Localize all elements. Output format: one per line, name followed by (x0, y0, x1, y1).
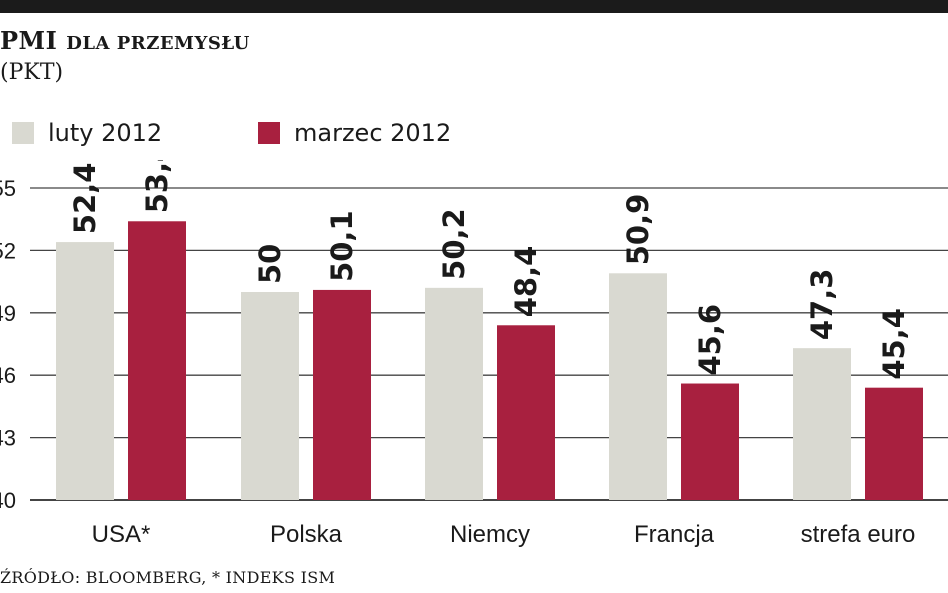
data-label: 53,4 (140, 160, 174, 213)
data-label: 50,1 (325, 210, 359, 282)
x-tick-label: Niemcy (450, 521, 530, 548)
bar (128, 221, 186, 500)
bar (56, 242, 114, 500)
data-label: 50,9 (621, 194, 655, 266)
data-label: 52,4 (68, 163, 102, 235)
title-rest: DLA PRZEMYSŁU (66, 33, 250, 54)
data-label: 48,4 (509, 246, 543, 318)
y-tick-label: 46 (0, 363, 16, 388)
title-main: PMI (0, 26, 58, 55)
x-tick-label: strefa euro (801, 521, 916, 548)
data-label: 45,6 (693, 304, 727, 376)
data-label: 50 (253, 244, 287, 284)
bar (425, 287, 483, 500)
data-label: 50,2 (437, 208, 471, 280)
data-label: 47,3 (805, 269, 839, 341)
bar (313, 289, 371, 500)
bar (609, 273, 667, 500)
bar (793, 348, 851, 500)
bar (865, 387, 923, 500)
bar (497, 325, 555, 500)
source-note: ŹRÓDŁO: BLOOMBERG, * INDEKS ISM (0, 568, 336, 587)
top-bar (0, 0, 948, 13)
bar-chart: 55 52 49 46 43 40 52,4 53,4 USA* 50 50,1 Polska 50,2… (0, 160, 948, 548)
x-tick-label: Francja (634, 521, 715, 548)
x-tick-label: Polska (270, 521, 343, 548)
x-tick-label: USA* (92, 521, 151, 548)
data-label: 45,4 (877, 308, 911, 380)
legend-swatch-luty (12, 122, 34, 144)
chart-title: PMI DLA PRZEMYSŁU (0, 26, 250, 55)
legend-label-marzec: marzec 2012 (294, 119, 452, 147)
y-tick-label: 55 (0, 176, 16, 201)
bar (241, 292, 299, 500)
legend-label-luty: luty 2012 (48, 119, 163, 147)
legend-item-marzec: marzec 2012 (258, 118, 451, 148)
y-tick-label: 49 (0, 301, 16, 326)
chart-subtitle: (PKT) (0, 60, 64, 85)
y-tick-label: 52 (0, 238, 16, 263)
legend-item-luty: luty 2012 (12, 118, 162, 148)
legend-swatch-marzec (258, 122, 280, 144)
y-tick-label: 40 (0, 488, 16, 513)
bar (681, 383, 739, 500)
y-tick-label: 43 (0, 426, 16, 451)
